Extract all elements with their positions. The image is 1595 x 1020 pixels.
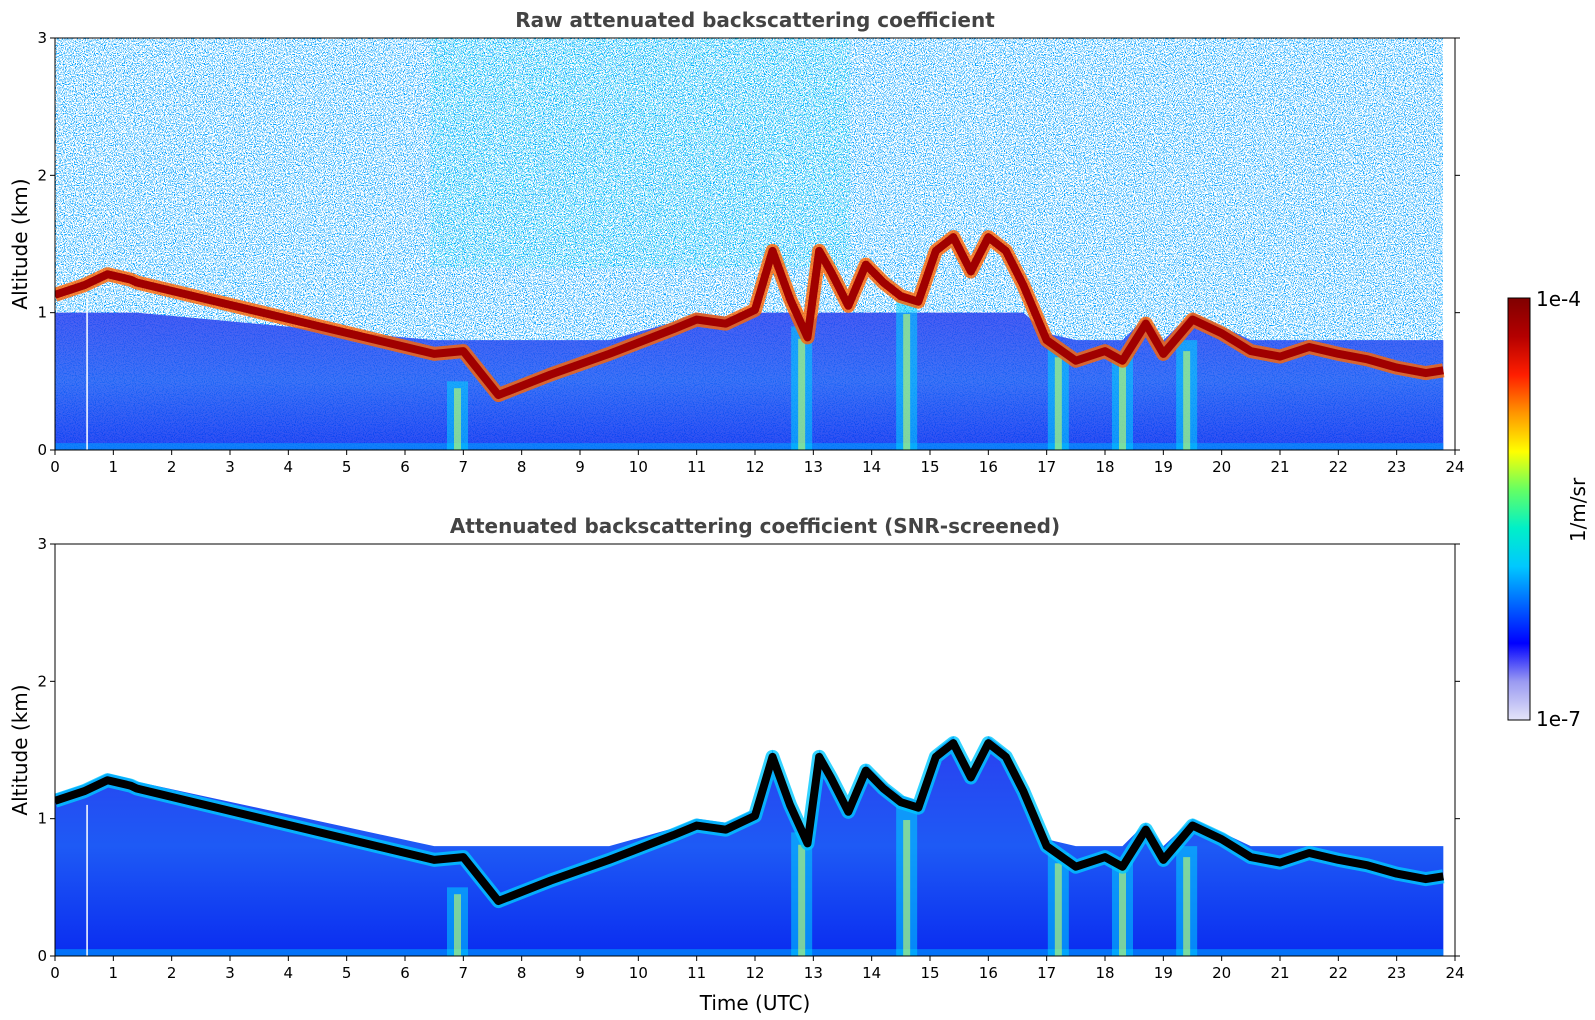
panel-raw: Raw attenuated backscattering coefficien… <box>8 8 1465 476</box>
x-tick-label: 9 <box>575 458 585 476</box>
x-tick-label: 15 <box>920 458 939 476</box>
y-tick-label: 0 <box>37 441 47 459</box>
y-tick-label: 1 <box>37 810 47 828</box>
x-tick-label: 24 <box>1445 458 1464 476</box>
x-tick-label: 19 <box>1154 964 1173 982</box>
x-tick-label: 6 <box>400 964 410 982</box>
x-tick-label: 14 <box>862 964 881 982</box>
y-tick-label: 3 <box>37 535 47 553</box>
x-tick-label: 0 <box>50 458 60 476</box>
x-axis: 0 1 2 3 4 5 6 7 8 9 10 11 12 13 14 15 16 17 18 19 20 21 22 23 24 <box>50 956 1465 982</box>
x-tick-label: 13 <box>804 964 823 982</box>
x-tick-label: 21 <box>1270 964 1289 982</box>
x-tick-label: 15 <box>920 964 939 982</box>
x-tick-label: 9 <box>575 964 585 982</box>
fall-streak-core <box>1119 363 1126 450</box>
fall-streak-core <box>798 338 806 450</box>
x-tick-label: 20 <box>1212 458 1231 476</box>
colorbar-min-label: 1e-7 <box>1536 707 1581 731</box>
x-axis-label: Time (UTC) <box>699 991 811 1015</box>
ground-strip <box>55 443 1444 450</box>
x-tick-label: 1 <box>109 964 119 982</box>
x-tick-label: 11 <box>687 964 706 982</box>
cloud-base <box>55 233 1444 400</box>
x-tick-label: 18 <box>1095 458 1114 476</box>
x-tick-label: 2 <box>167 458 177 476</box>
x-tick-label: 21 <box>1270 458 1289 476</box>
x-axis: 0 1 2 3 4 5 6 7 8 9 10 11 12 13 14 15 16 17 18 19 20 21 22 23 24 <box>50 450 1465 476</box>
fall-streak-core <box>1183 351 1191 450</box>
colorbar: 1e-4 1e-7 1/m/sr <box>1507 287 1590 731</box>
x-tick-label: 1 <box>109 458 119 476</box>
y-axis: 0 1 2 3 <box>37 535 1460 965</box>
x-tick-label: 2 <box>167 964 177 982</box>
y-axis-label: Altitude (km) <box>8 684 32 815</box>
fall-streak-core <box>903 820 911 956</box>
fall-streak-core <box>454 894 461 956</box>
fall-streak-core <box>903 314 911 450</box>
cloud-base <box>55 739 1444 906</box>
panel-screened: Attenuated backscattering coefficient (S… <box>8 514 1465 1015</box>
y-tick-label: 3 <box>37 29 47 47</box>
x-tick-label: 22 <box>1329 964 1348 982</box>
fall-streak-core <box>454 388 461 450</box>
fall-streak-core <box>1054 863 1062 956</box>
x-tick-label: 5 <box>342 458 352 476</box>
x-tick-label: 4 <box>284 458 294 476</box>
x-tick-label: 20 <box>1212 964 1231 982</box>
chart-title: Attenuated backscattering coefficient (S… <box>450 514 1060 538</box>
x-tick-label: 7 <box>459 458 469 476</box>
x-tick-label: 10 <box>629 458 648 476</box>
x-tick-label: 23 <box>1387 458 1406 476</box>
x-tick-label: 17 <box>1037 964 1056 982</box>
x-tick-label: 3 <box>225 458 235 476</box>
x-tick-label: 5 <box>342 964 352 982</box>
y-tick-label: 2 <box>37 672 47 690</box>
y-tick-label: 2 <box>37 166 47 184</box>
x-tick-label: 14 <box>862 458 881 476</box>
aerosol-layer <box>55 736 1444 956</box>
x-tick-label: 0 <box>50 964 60 982</box>
x-tick-label: 4 <box>284 964 294 982</box>
boundary-layer <box>55 736 1444 956</box>
x-tick-label: 8 <box>517 458 527 476</box>
colorbar-unit-label: 1/m/sr <box>1566 477 1590 542</box>
colorbar-gradient <box>1507 297 1531 721</box>
x-tick-label: 16 <box>979 964 998 982</box>
x-tick-label: 7 <box>459 964 469 982</box>
x-tick-label: 13 <box>804 458 823 476</box>
x-tick-label: 10 <box>629 964 648 982</box>
fall-streak-core <box>1183 857 1191 956</box>
ground-strip <box>55 949 1444 956</box>
x-tick-label: 6 <box>400 458 410 476</box>
y-tick-label: 1 <box>37 304 47 322</box>
x-tick-label: 12 <box>745 458 764 476</box>
x-tick-label: 12 <box>745 964 764 982</box>
y-axis: 0 1 2 3 <box>37 29 1460 459</box>
x-tick-label: 23 <box>1387 964 1406 982</box>
x-tick-label: 24 <box>1445 964 1464 982</box>
fall-streak-core <box>1054 357 1062 450</box>
y-tick-label: 0 <box>37 947 47 965</box>
x-tick-label: 8 <box>517 964 527 982</box>
colorbar-max-label: 1e-4 <box>1536 287 1581 311</box>
y-axis-label: Altitude (km) <box>8 178 32 309</box>
cloud-layer <box>55 736 1445 956</box>
fall-streak-core <box>1119 869 1126 956</box>
x-tick-label: 3 <box>225 964 235 982</box>
x-tick-label: 18 <box>1095 964 1114 982</box>
boundary-layer <box>55 312 1444 450</box>
chart-title: Raw attenuated backscattering coefficien… <box>515 8 995 32</box>
noise-highlight <box>430 38 850 268</box>
x-tick-label: 11 <box>687 458 706 476</box>
x-tick-label: 22 <box>1329 458 1348 476</box>
x-tick-label: 17 <box>1037 458 1056 476</box>
cloud-layer <box>55 230 1445 450</box>
x-tick-label: 16 <box>979 458 998 476</box>
x-tick-label: 19 <box>1154 458 1173 476</box>
fall-streak-core <box>798 844 806 956</box>
